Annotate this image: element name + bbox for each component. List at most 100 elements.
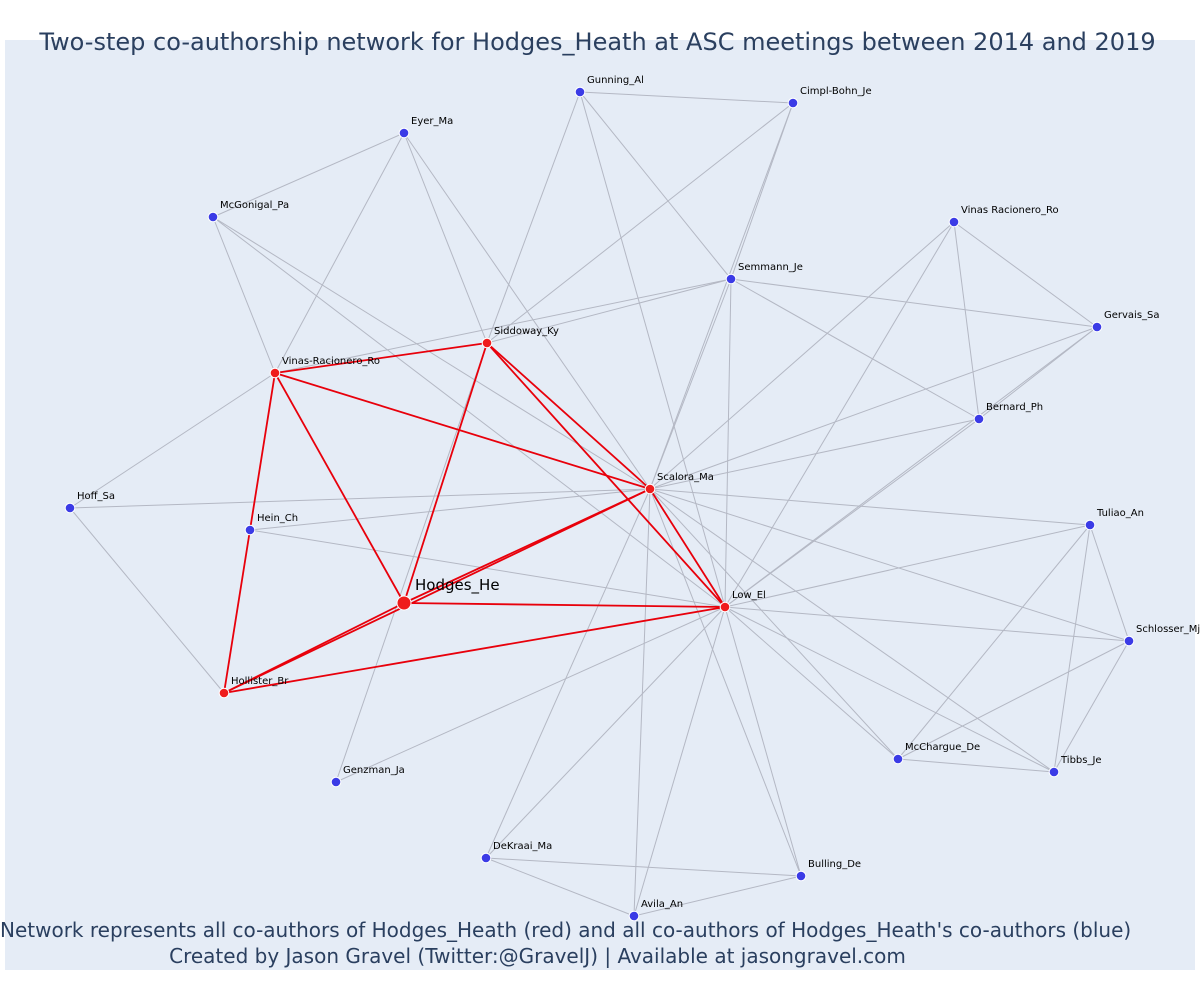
gray-edge-Hein_Ch-Scalora_Ma: [249, 488, 651, 531]
node-Bernard_Ph[interactable]: [973, 413, 985, 425]
gray-edge-Tuliao_An-Tibbs_Je: [1053, 524, 1091, 773]
node-label-Bulling_De: Bulling_De: [808, 859, 861, 870]
node-Hollister_Br[interactable]: [218, 687, 230, 699]
gray-edge-Tuliao_An-McChargue_De: [897, 524, 1091, 760]
node-label-Hein_Ch: Hein_Ch: [257, 513, 298, 524]
gray-edge-Bulling_De-Avila_An: [633, 875, 802, 917]
gray-edge-Hoff_Sa-Scalora_Ma: [69, 488, 651, 509]
node-label-DeKraai_Ma: DeKraai_Ma: [493, 841, 552, 852]
gray-edge-Hein_Ch-Low_El: [249, 529, 726, 608]
gray-edge-Gunning_Al-Siddoway_Ky: [486, 91, 581, 344]
node-Hoff_Sa[interactable]: [64, 502, 76, 514]
node-Avila_An[interactable]: [628, 910, 640, 922]
gray-edge-Semmann_Je-Scalora_Ma: [649, 278, 732, 490]
gray-edge-McGonigal_Pa-Low_El: [212, 216, 726, 608]
gray-edge-Tuliao_An-Scalora_Ma: [649, 488, 1091, 526]
gray-edge-Gunning_Al-Low_El: [579, 91, 726, 608]
gray-edge-Schlosser_Mj-Tibbs_Je: [1053, 640, 1130, 773]
gray-edge-Vinas Racionero_Ro-Low_El: [724, 221, 955, 608]
node-label-Schlosser_Mj: Schlosser_Mj: [1136, 624, 1200, 635]
gray-edge-Semmann_Je-Gervais_Sa: [730, 278, 1098, 328]
node-label-Bernard_Ph: Bernard_Ph: [986, 402, 1043, 413]
node-Bulling_De[interactable]: [795, 870, 807, 882]
gray-edge-Eyer_Ma-Vinas-Racionero_Ro: [274, 132, 405, 374]
gray-edge-Vinas Racionero_Ro-Gervais_Sa: [953, 221, 1098, 328]
gray-edge-Avila_An-Low_El: [633, 606, 726, 917]
node-DeKraai_Ma[interactable]: [480, 852, 492, 864]
node-label-Avila_An: Avila_An: [641, 899, 683, 910]
gray-edge-Hoff_Sa-Vinas-Racionero_Ro: [69, 372, 276, 509]
node-labels: Hodges_He Scalora_Ma Low_El Siddoway_Ky Vina…: [77, 75, 1200, 910]
gray-edge-DeKraai_Ma-Low_El: [485, 606, 726, 859]
node-label-Gervais_Sa: Gervais_Sa: [1104, 310, 1160, 321]
node-Genzman_Ja[interactable]: [330, 776, 342, 788]
chart-caption: Network represents all co-authors of Hod…: [0, 917, 1131, 969]
gray-edge-Semmann_Je-Low_El: [724, 278, 732, 608]
gray-edge-Gunning_Al-Semmann_Je: [579, 91, 732, 280]
gray-edge-Vinas Racionero_Ro-Bernard_Ph: [953, 221, 980, 420]
gray-edge-Cimpl-Bohn_Je-Semmann_Je: [730, 102, 794, 280]
node-label-Vinas Racionero_Ro: Vinas Racionero_Ro: [961, 205, 1059, 216]
gray-edge-Gunning_Al-Cimpl-Bohn_Je: [579, 91, 794, 104]
node-Gunning_Al[interactable]: [574, 86, 586, 98]
node-label-Gunning_Al: Gunning_Al: [587, 75, 644, 86]
red-edge-Scalora_Ma-Hollister_Br: [223, 488, 651, 694]
red-edge-Scalora_Ma-Siddoway_Ky: [486, 342, 651, 490]
red-edge-Low_El-Siddoway_Ky: [486, 342, 726, 608]
gray-edges: [69, 91, 1130, 917]
node-label-Scalora_Ma: Scalora_Ma: [657, 472, 714, 483]
gray-edge-Genzman_Ja-Low_El: [335, 606, 726, 783]
red-edge-Scalora_Ma-Vinas-Racionero_Ro: [274, 372, 651, 490]
node-label-Tibbs_Je: Tibbs_Je: [1060, 755, 1102, 766]
gray-edge-Eyer_Ma-McGonigal_Pa: [212, 132, 405, 218]
gray-edge-Schlosser_Mj-Scalora_Ma: [649, 488, 1130, 642]
node-label-Eyer_Ma: Eyer_Ma: [411, 116, 453, 127]
gray-edge-DeKraai_Ma-Bulling_De: [485, 857, 802, 877]
node-Vinas Racionero_Ro[interactable]: [948, 216, 960, 228]
node-Tibbs_Je[interactable]: [1048, 766, 1060, 778]
gray-edge-Cimpl-Bohn_Je-Siddoway_Ky: [486, 102, 794, 344]
node-Siddoway_Ky[interactable]: [481, 337, 493, 349]
gray-edge-Eyer_Ma-Scalora_Ma: [403, 132, 651, 490]
node-Schlosser_Mj[interactable]: [1123, 635, 1135, 647]
node-label-Low_El: Low_El: [732, 590, 766, 601]
node-McGonigal_Pa[interactable]: [207, 211, 219, 223]
node-Low_El[interactable]: [719, 601, 731, 613]
gray-edge-Avila_An-Scalora_Ma: [633, 488, 651, 917]
node-Gervais_Sa[interactable]: [1091, 321, 1103, 333]
node-Semmann_Je[interactable]: [725, 273, 737, 285]
node-Hein_Ch[interactable]: [244, 524, 256, 536]
node-label-Cimpl-Bohn_Je: Cimpl-Bohn_Je: [800, 86, 872, 97]
gray-edge-McChargue_De-Tibbs_Je: [897, 758, 1055, 773]
gray-edge-Hoff_Sa-Hollister_Br: [69, 507, 225, 694]
gray-edge-Tuliao_An-Low_El: [724, 524, 1091, 608]
gray-edge-Tibbs_Je-Low_El: [724, 606, 1055, 773]
gray-edge-McGonigal_Pa-Vinas-Racionero_Ro: [212, 216, 276, 374]
gray-edge-Semmann_Je-Bernard_Ph: [730, 278, 980, 420]
caption-line-2: Created by Jason Gravel (Twitter:@Gravel…: [169, 944, 906, 968]
node-Cimpl-Bohn_Je[interactable]: [787, 97, 799, 109]
node-Tuliao_An[interactable]: [1084, 519, 1096, 531]
gray-edge-McChargue_De-Scalora_Ma: [649, 488, 899, 760]
node-McChargue_De[interactable]: [892, 753, 904, 765]
node-label-Siddoway_Ky: Siddoway_Ky: [494, 326, 559, 337]
node-Eyer_Ma[interactable]: [398, 127, 410, 139]
node-label-Hoff_Sa: Hoff_Sa: [77, 491, 115, 502]
gray-edge-Semmann_Je-Vinas-Racionero_Ro: [274, 278, 732, 374]
node-label-Genzman_Ja: Genzman_Ja: [343, 765, 405, 776]
nodes: [64, 86, 1135, 922]
red-edge-Hodges_He-Low_El: [403, 602, 726, 608]
node-label-Hollister_Br: Hollister_Br: [231, 676, 289, 687]
node-label-McChargue_De: McChargue_De: [905, 742, 980, 753]
gray-edge-Schlosser_Mj-Low_El: [724, 606, 1130, 642]
node-Hodges_He[interactable]: [396, 595, 412, 611]
node-label-Vinas-Racionero_Ro: Vinas-Racionero_Ro: [282, 356, 380, 367]
gray-edge-Bulling_De-Low_El: [724, 606, 802, 877]
gray-edge-Genzman_Ja-Siddoway_Ky: [335, 342, 488, 783]
gray-edge-Semmann_Je-Siddoway_Ky: [486, 278, 732, 344]
node-label-Hodges_He: Hodges_He: [415, 576, 500, 595]
gray-edge-Eyer_Ma-Siddoway_Ky: [403, 132, 488, 344]
gray-edge-Gervais_Sa-Scalora_Ma: [649, 326, 1098, 490]
node-Vinas-Racionero_Ro[interactable]: [269, 367, 281, 379]
node-Scalora_Ma[interactable]: [644, 483, 656, 495]
